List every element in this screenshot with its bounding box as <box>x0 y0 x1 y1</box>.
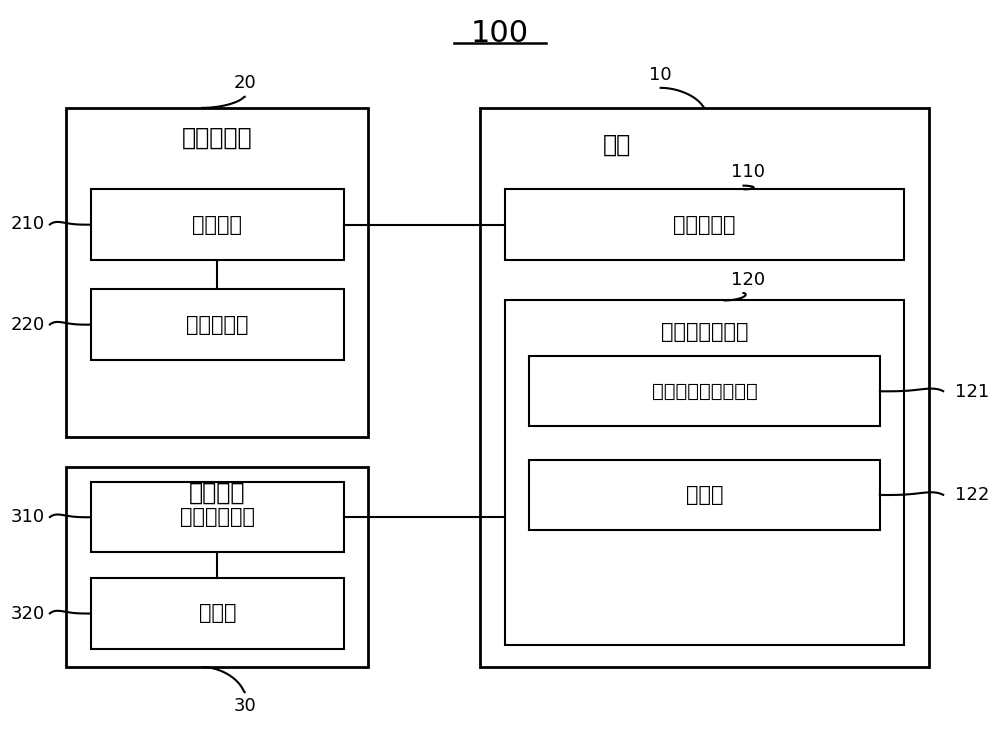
Text: 电刺激输出线: 电刺激输出线 <box>180 507 255 527</box>
Bar <box>91 189 344 260</box>
Text: 120: 120 <box>731 270 765 288</box>
Text: 主机: 主机 <box>603 133 631 157</box>
Bar <box>480 108 929 667</box>
Text: 310: 310 <box>11 508 45 526</box>
Bar <box>91 289 344 360</box>
Text: 320: 320 <box>11 604 45 622</box>
Bar <box>505 189 904 260</box>
Text: 信号线: 信号线 <box>686 485 723 505</box>
Bar <box>66 108 368 437</box>
Bar <box>91 482 344 552</box>
Text: 122: 122 <box>955 486 989 504</box>
Bar <box>529 460 880 530</box>
Bar <box>91 578 344 649</box>
Text: 生物反馈康复仪: 生物反馈康复仪 <box>661 321 748 342</box>
Text: 220: 220 <box>11 316 45 334</box>
Text: 30: 30 <box>233 697 256 715</box>
Text: 20: 20 <box>233 74 256 92</box>
Text: 脑电采集器: 脑电采集器 <box>186 315 249 335</box>
Text: 生物反馈康复仪主机: 生物反馈康复仪主机 <box>652 382 757 401</box>
Text: 刺激单元: 刺激单元 <box>189 481 246 505</box>
Text: 100: 100 <box>471 19 529 48</box>
Text: 121: 121 <box>955 383 989 401</box>
Text: 110: 110 <box>731 163 765 181</box>
Text: 电脑集成器: 电脑集成器 <box>673 214 736 234</box>
Text: 通讯单元: 通讯单元 <box>192 214 242 234</box>
Bar <box>529 356 880 426</box>
Text: 210: 210 <box>11 215 45 233</box>
Text: 电极片: 电极片 <box>199 604 236 623</box>
Bar <box>66 467 368 667</box>
Text: 脑电控制器: 脑电控制器 <box>182 126 253 150</box>
Bar <box>505 300 904 645</box>
Text: 10: 10 <box>649 65 672 84</box>
